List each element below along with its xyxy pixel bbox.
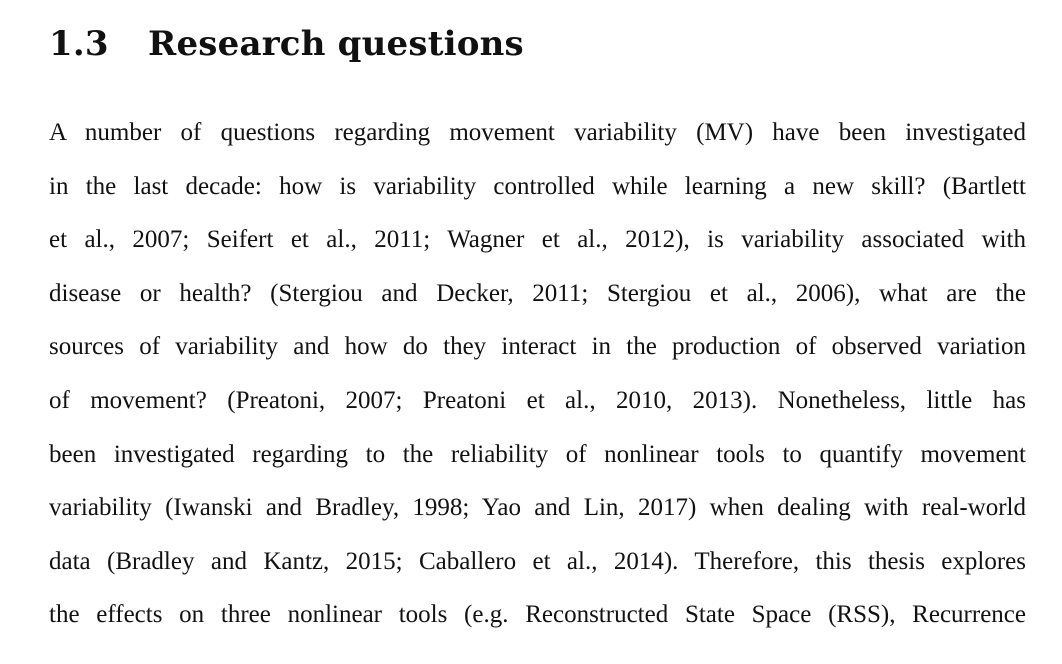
section-number: 1.3 (49, 24, 109, 64)
paragraph-line: disease or health? (Stergiou and Decker,… (49, 279, 1026, 307)
paragraph-line: in the last decade: how is variability c… (49, 172, 1026, 200)
paragraph-line: et al., 2007; Seifert et al., 2011; Wagn… (49, 226, 1026, 254)
document-page: 1.3 Research questions A number of quest… (49, 18, 1026, 642)
body-paragraph: A number of questions regarding movement… (49, 106, 1026, 642)
paragraph-line: A number of questions regarding movement… (49, 119, 1026, 146)
paragraph-line: variability (Iwanski and Bradley, 1998; … (49, 494, 1026, 522)
paragraph-line: the effects on three nonlinear tools (e.… (49, 601, 1026, 629)
paragraph-line: sources of variability and how do they i… (49, 333, 1026, 361)
section-title: Research questions (148, 24, 524, 64)
paragraph-line: been investigated regarding to the relia… (49, 440, 1026, 468)
paragraph-line: data (Bradley and Kantz, 2015; Caballero… (49, 547, 1026, 575)
section-heading: 1.3 Research questions (49, 18, 1026, 70)
paragraph-line: of movement? (Preatoni, 2007; Preatoni e… (49, 386, 1026, 414)
